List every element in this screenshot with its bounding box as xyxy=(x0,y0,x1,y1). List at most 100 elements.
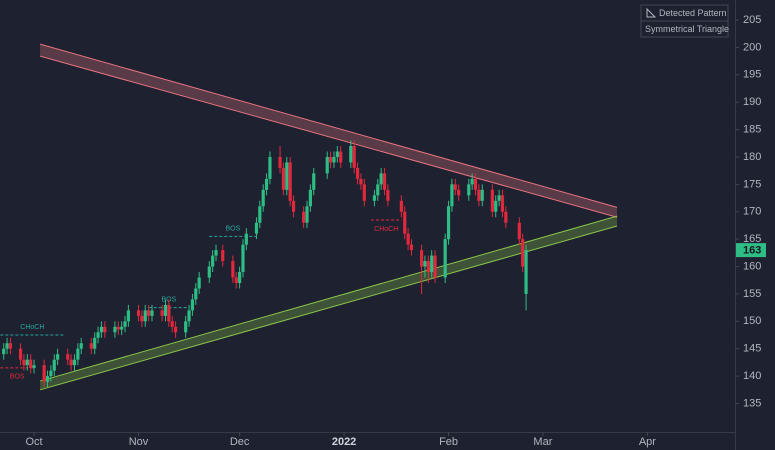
candle-body xyxy=(426,261,430,273)
candle-body xyxy=(126,310,130,322)
candle-body xyxy=(278,156,282,168)
candle-body xyxy=(89,343,93,349)
x-tick-label: 2022 xyxy=(332,436,356,448)
candle-body xyxy=(160,310,164,316)
y-tick-label: 135 xyxy=(743,397,761,409)
legend-box xyxy=(640,20,729,38)
x-tick-label: Apr xyxy=(639,436,656,448)
y-tick-label: 175 xyxy=(743,178,761,190)
pattern-line xyxy=(39,225,618,391)
candle-body xyxy=(69,359,73,366)
candle-body xyxy=(116,326,120,330)
candle-body xyxy=(170,321,174,327)
candle-body xyxy=(288,162,292,201)
candle-body xyxy=(376,184,380,196)
candle-body xyxy=(140,315,144,322)
candle-body xyxy=(143,310,147,322)
legend: Detected Pattern Symmetrical Triangle xyxy=(640,4,729,38)
candle-body xyxy=(325,156,329,174)
candle-body xyxy=(359,178,363,185)
candle-body xyxy=(173,326,178,333)
y-tick-label: 195 xyxy=(743,69,761,81)
candle-body xyxy=(18,348,23,360)
candle-body xyxy=(419,250,424,267)
candle-body xyxy=(285,162,289,190)
pattern-band xyxy=(40,44,618,218)
candle-body xyxy=(305,206,309,223)
candle-body xyxy=(517,222,521,240)
candle-body xyxy=(66,354,70,360)
y-tick-label: 140 xyxy=(743,370,761,382)
candle-body xyxy=(29,359,33,368)
candle-body xyxy=(56,354,60,360)
candle-body xyxy=(352,146,356,168)
candle-body xyxy=(25,359,29,366)
y-tick-label: 165 xyxy=(743,233,761,245)
candle-body xyxy=(93,337,97,349)
candle-body xyxy=(470,178,474,185)
candle-body xyxy=(234,277,238,283)
legend-title: Detected Pattern xyxy=(659,8,727,18)
candle-body xyxy=(399,200,403,212)
y-tick-label: 150 xyxy=(743,315,761,327)
candle-body xyxy=(150,310,154,316)
y-tick-label: 180 xyxy=(743,151,761,163)
candle-body xyxy=(238,272,242,283)
candle-body xyxy=(211,255,215,267)
y-tick-label: 190 xyxy=(743,96,761,108)
candle-body xyxy=(497,195,501,201)
candle-body xyxy=(467,184,471,196)
candle-body xyxy=(453,184,457,190)
candle-body xyxy=(332,156,336,163)
candle-body xyxy=(379,173,383,185)
candle-body xyxy=(302,211,306,223)
candle-body xyxy=(446,206,451,240)
candle-body xyxy=(494,200,498,212)
candle-body xyxy=(123,321,127,327)
last-price-box xyxy=(736,243,766,258)
x-tick-label: Feb xyxy=(439,436,458,448)
candle-body xyxy=(167,304,171,322)
candle-body xyxy=(423,261,427,267)
legend-icon xyxy=(646,7,657,18)
candle-body xyxy=(147,310,151,316)
candle-body xyxy=(355,167,360,179)
candle-body xyxy=(386,189,390,201)
y-tick-label: 205 xyxy=(743,14,761,26)
candle-body xyxy=(254,222,259,234)
candle-body xyxy=(244,233,248,245)
y-tick-label: 160 xyxy=(743,260,761,272)
candle-body xyxy=(22,359,26,366)
pattern-band xyxy=(40,216,618,390)
last-price-label: 163 xyxy=(743,245,761,257)
candle-body xyxy=(49,370,53,377)
pattern-line xyxy=(39,215,618,382)
candle-body xyxy=(187,310,191,322)
candle-body xyxy=(258,206,262,223)
candle-body xyxy=(268,156,272,179)
candle-body xyxy=(382,173,387,190)
candle-body xyxy=(197,277,201,289)
candle-body xyxy=(103,326,107,333)
candle-body xyxy=(281,167,286,190)
candle-body xyxy=(5,343,9,349)
candle-body xyxy=(490,189,494,212)
candle-body xyxy=(524,250,528,294)
candle-body xyxy=(261,189,265,207)
candle-body xyxy=(430,255,434,273)
candle-body xyxy=(163,304,168,316)
candle-body xyxy=(291,200,296,212)
structure-label: BOS xyxy=(225,225,240,232)
candle-body xyxy=(190,299,195,311)
candle-body xyxy=(312,173,316,190)
candle-body xyxy=(264,178,269,190)
candle-body xyxy=(99,326,104,333)
y-tick-label: 170 xyxy=(743,206,761,218)
candle-body xyxy=(113,326,117,333)
candle-body xyxy=(349,146,353,163)
y-tick-label: 185 xyxy=(743,123,761,135)
x-tick-label: Nov xyxy=(129,436,149,448)
